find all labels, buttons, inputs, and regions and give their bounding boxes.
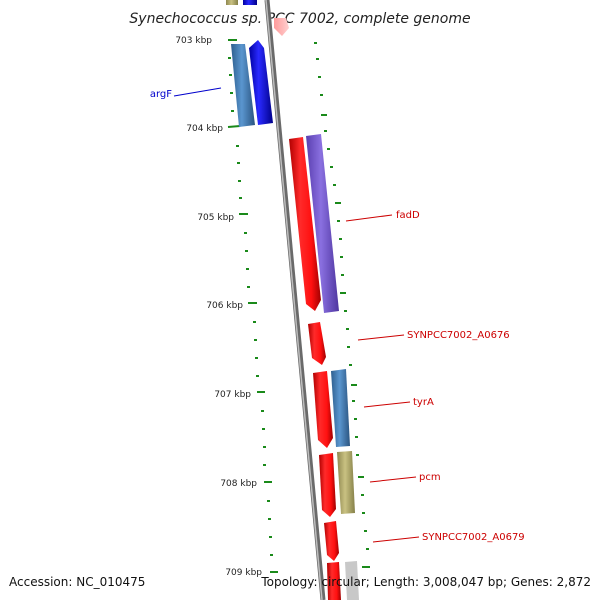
tick-label: 707 kbp <box>214 390 251 400</box>
label-connector-fadD <box>345 214 393 222</box>
label-connector-argF <box>173 87 222 97</box>
tick-label: 704 kbp <box>186 124 223 134</box>
feature-label-argF[interactable]: argF <box>150 89 172 100</box>
backbone-track <box>264 0 326 600</box>
gene-SYNPCC7002_A0679[interactable] <box>324 521 339 561</box>
map-title: Synechococcus sp. PCC 7002, complete gen… <box>129 11 470 27</box>
gene-tyrA[interactable] <box>331 369 350 447</box>
gene-SYNPCC7002_A0676[interactable] <box>308 322 326 365</box>
gene-top-blue[interactable] <box>243 0 257 5</box>
gene-bottom-red[interactable] <box>327 562 341 600</box>
feature-label-tyrA[interactable]: tyrA <box>413 397 434 408</box>
label-connector-pcm <box>369 476 417 483</box>
tick-ring-right <box>314 42 370 568</box>
gene-pcm[interactable] <box>337 451 355 514</box>
accession-text: Accession: NC_010475 <box>9 575 145 589</box>
major-tick <box>227 125 241 128</box>
tick-label: 709 kbp <box>225 568 262 578</box>
minor-ticks-left <box>228 57 273 556</box>
tick-label: 706 kbp <box>206 301 243 311</box>
gene-red-1[interactable] <box>289 137 321 311</box>
tick-label: 708 kbp <box>220 479 257 489</box>
backbone-highlight <box>265 0 323 600</box>
label-connector-tyrA <box>363 401 411 408</box>
gene-top-khaki[interactable] <box>226 0 238 5</box>
feature-label-A0676[interactable]: SYNPCC7002_A0676 <box>407 330 510 341</box>
gene-fadD[interactable] <box>306 134 339 313</box>
label-connector-A0679 <box>372 536 420 543</box>
gene-blue-adjacent[interactable] <box>249 40 273 125</box>
tick-label: 703 kbp <box>175 36 212 46</box>
feature-label-A0679[interactable]: SYNPCC7002_A0679 <box>422 532 525 543</box>
gene-argF[interactable] <box>231 44 255 127</box>
tick-ring: 703 kbp 704 kbp 705 kbp 706 kbp 707 kbp … <box>175 36 278 578</box>
gene-red-2[interactable] <box>313 371 333 448</box>
topology-text: Topology: circular; Length: 3,008,047 bp… <box>260 575 591 589</box>
gene-top-pink[interactable] <box>274 18 289 36</box>
tick-label: 705 kbp <box>197 213 234 223</box>
gene-bottom-gray[interactable] <box>345 561 359 600</box>
gene-red-3[interactable] <box>319 453 336 517</box>
feature-label-fadD[interactable]: fadD <box>396 210 420 221</box>
label-connector-A0676 <box>357 334 405 341</box>
feature-label-pcm[interactable]: pcm <box>419 472 441 483</box>
